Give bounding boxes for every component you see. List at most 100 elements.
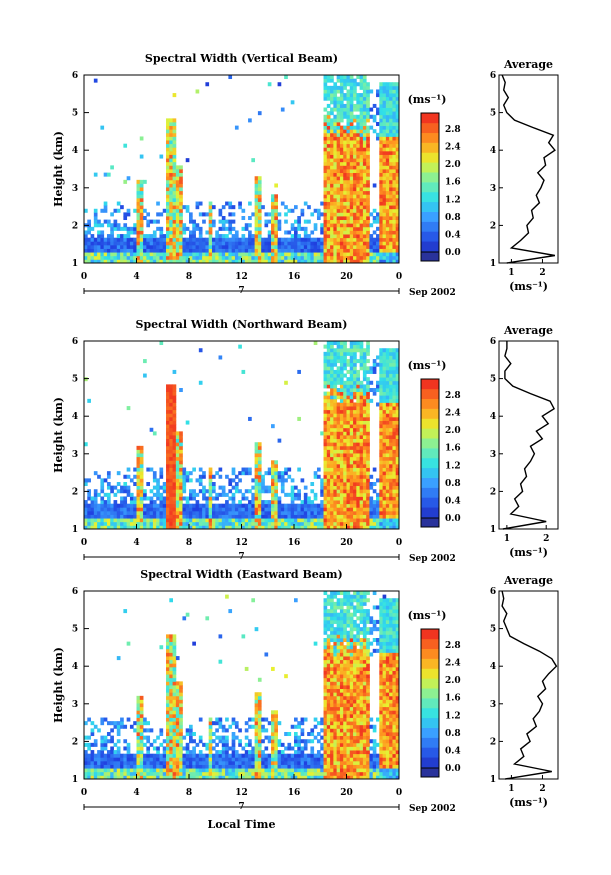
heatmap-cell: [385, 388, 390, 393]
heatmap-cell: [349, 362, 354, 367]
heatmap-cell: [330, 158, 334, 163]
heatmap-cell: [133, 771, 137, 776]
heatmap-cell: [359, 489, 364, 494]
heatmap-cell: [182, 230, 187, 235]
heatmap-cell: [326, 521, 331, 526]
heatmap-cell: [271, 503, 275, 508]
heatmap-cell: [169, 467, 173, 472]
average-y-tick-label: 4: [490, 412, 496, 422]
colorbar-swatch: [421, 152, 439, 163]
heatmap-cell: [116, 739, 121, 744]
heatmap-cell: [231, 244, 236, 249]
heatmap-cell: [152, 510, 157, 515]
heatmap-cell: [330, 460, 334, 465]
heatmap-cell: [123, 489, 128, 494]
heatmap-cell: [353, 259, 357, 264]
heatmap-cell: [87, 223, 91, 228]
heatmap-cell: [379, 521, 383, 526]
heatmap-cell: [139, 521, 144, 526]
heatmap-cell: [93, 255, 98, 260]
heatmap-cell: [379, 395, 383, 400]
heatmap-cell: [225, 244, 229, 249]
heatmap-cell: [359, 169, 364, 174]
heatmap-cell: [339, 373, 344, 378]
heatmap-cell: [366, 474, 370, 479]
heatmap-cell: [87, 757, 91, 762]
heatmap-cell: [123, 771, 128, 776]
heatmap-cell: [90, 496, 95, 501]
heatmap-cell: [90, 237, 95, 242]
heatmap-cell: [261, 259, 265, 264]
heatmap-cell: [264, 471, 269, 476]
heatmap-cell: [343, 514, 347, 519]
heatmap-cell: [143, 241, 147, 246]
heatmap-cell: [330, 366, 334, 371]
heatmap-cell: [392, 500, 397, 505]
heatmap-cell: [343, 471, 347, 476]
heatmap-cell: [336, 118, 341, 123]
heatmap-cell: [106, 172, 111, 177]
heatmap-cell: [103, 757, 108, 762]
heatmap-cell: [254, 521, 259, 526]
heatmap-cell: [271, 474, 275, 479]
heatmap-cell: [379, 89, 383, 94]
heatmap-cell: [376, 111, 380, 116]
heatmap-cell: [349, 420, 354, 425]
heatmap-cell: [362, 474, 367, 479]
heatmap-cell: [251, 248, 256, 253]
heatmap-cell: [297, 503, 301, 508]
heatmap-cell: [129, 753, 134, 758]
heatmap-cell: [346, 194, 351, 199]
heatmap-cell: [198, 717, 203, 722]
heatmap-cell: [257, 248, 262, 253]
heatmap-cell: [162, 237, 167, 242]
heatmap-cell: [336, 100, 341, 105]
heatmap-cell: [385, 435, 390, 440]
heatmap-cell: [136, 208, 141, 213]
heatmap-cell: [169, 140, 173, 145]
heatmap-cell: [254, 482, 259, 487]
heatmap-cell: [208, 208, 213, 213]
heatmap-cell: [294, 230, 298, 235]
heatmap-cell: [231, 259, 236, 264]
heatmap-cell: [264, 518, 269, 523]
heatmap-cell: [333, 147, 338, 152]
heatmap-cell: [336, 445, 341, 450]
y-tick-label: 5: [72, 375, 78, 385]
heatmap-cell: [372, 518, 377, 523]
heatmap-cell: [93, 244, 98, 249]
heatmap-cell: [169, 768, 173, 773]
heatmap-cell: [274, 503, 278, 508]
heatmap-cell: [339, 500, 344, 505]
heatmap-cell: [385, 93, 390, 98]
heatmap-cell: [126, 241, 131, 246]
heatmap-cell: [202, 212, 206, 217]
heatmap-cell: [166, 634, 170, 639]
heatmap-cell: [179, 165, 183, 170]
heatmap-cell: [359, 409, 364, 414]
heatmap-cell: [366, 255, 370, 260]
heatmap-cell: [346, 230, 351, 235]
heatmap-cell: [343, 373, 347, 378]
heatmap-cell: [359, 111, 364, 116]
heatmap-cell: [120, 721, 124, 726]
heatmap-cell: [353, 525, 357, 530]
heatmap-cell: [238, 237, 242, 242]
heatmap-cell: [339, 449, 344, 454]
heatmap-cell: [346, 380, 351, 385]
heatmap-cell: [307, 500, 311, 505]
heatmap-cell: [359, 351, 364, 356]
heatmap-cell: [179, 212, 183, 217]
heatmap-cell: [349, 125, 354, 130]
heatmap-cell: [382, 406, 387, 411]
heatmap-cell: [254, 226, 259, 231]
heatmap-cell: [162, 234, 167, 239]
heatmap-cell: [326, 172, 331, 177]
heatmap-cell: [290, 489, 295, 494]
heatmap-cell: [90, 771, 95, 776]
heatmap-cell: [100, 496, 105, 501]
heatmap-cell: [271, 234, 275, 239]
heatmap-cell: [84, 230, 88, 235]
heatmap-cell: [202, 489, 206, 494]
heatmap-cell: [343, 521, 347, 526]
